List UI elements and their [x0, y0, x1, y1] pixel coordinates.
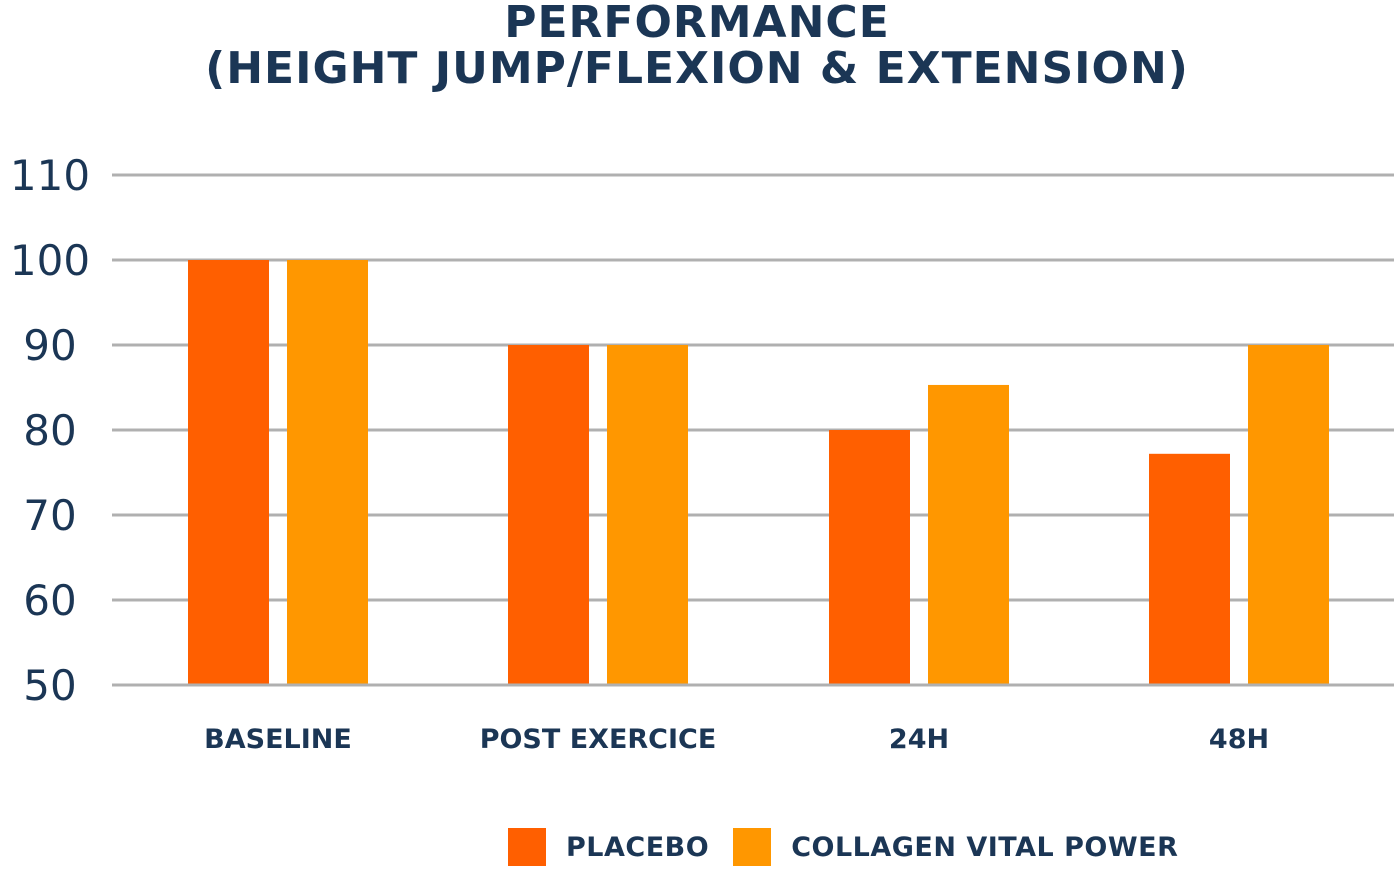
bar-collagen-3	[1248, 345, 1329, 685]
bar-placebo-3	[1149, 453, 1230, 685]
chart-title: PERFORMANCE (HEIGHT JUMP/FLEXION & EXTEN…	[0, 0, 1394, 92]
bar-collagen-2	[928, 384, 1009, 685]
x-tick-label: 48H	[1209, 724, 1269, 755]
legend-item-placebo: PLACEBO	[508, 828, 709, 866]
chart-title-line-2: (HEIGHT JUMP/FLEXION & EXTENSION)	[205, 43, 1189, 94]
bar-collagen-0	[287, 260, 368, 685]
bar-placebo-2	[829, 430, 910, 685]
bars	[112, 260, 1394, 687]
y-tick-label: 60	[23, 576, 76, 625]
chart-title-line-1: PERFORMANCE	[504, 0, 890, 48]
legend-item-collagen: COLLAGEN VITAL POWER	[733, 828, 1178, 866]
y-tick-label: 100	[10, 236, 90, 285]
legend-label-collagen: COLLAGEN VITAL POWER	[791, 831, 1179, 863]
x-tick-label: POST EXERCICE	[480, 724, 717, 755]
x-tick-label: BASELINE	[204, 724, 352, 755]
x-axis-ticks: BASELINE POST EXERCICE 24H 48H	[204, 724, 1269, 755]
bar-chart: 110 100 90 80 70 60 50 BASELINE POST EXERCICE 24…	[10, 151, 1394, 755]
legend-swatch-placebo	[508, 828, 546, 866]
legend-swatch-collagen	[733, 828, 772, 866]
y-tick-label: 70	[23, 491, 76, 540]
bar-collagen-1	[607, 345, 688, 685]
bar-placebo-0	[188, 260, 269, 685]
y-tick-label: 80	[23, 406, 76, 455]
y-axis-ticks: 110 100 90 80 70 60 50	[10, 151, 90, 710]
x-tick-label: 24H	[889, 724, 949, 755]
y-tick-label: 90	[23, 321, 76, 370]
legend-label-placebo: PLACEBO	[566, 831, 710, 863]
bar-placebo-1	[508, 345, 589, 685]
y-tick-label: 110	[10, 151, 90, 200]
legend: PLACEBO COLLAGEN VITAL POWER	[508, 826, 1202, 868]
y-tick-label: 50	[23, 661, 76, 710]
